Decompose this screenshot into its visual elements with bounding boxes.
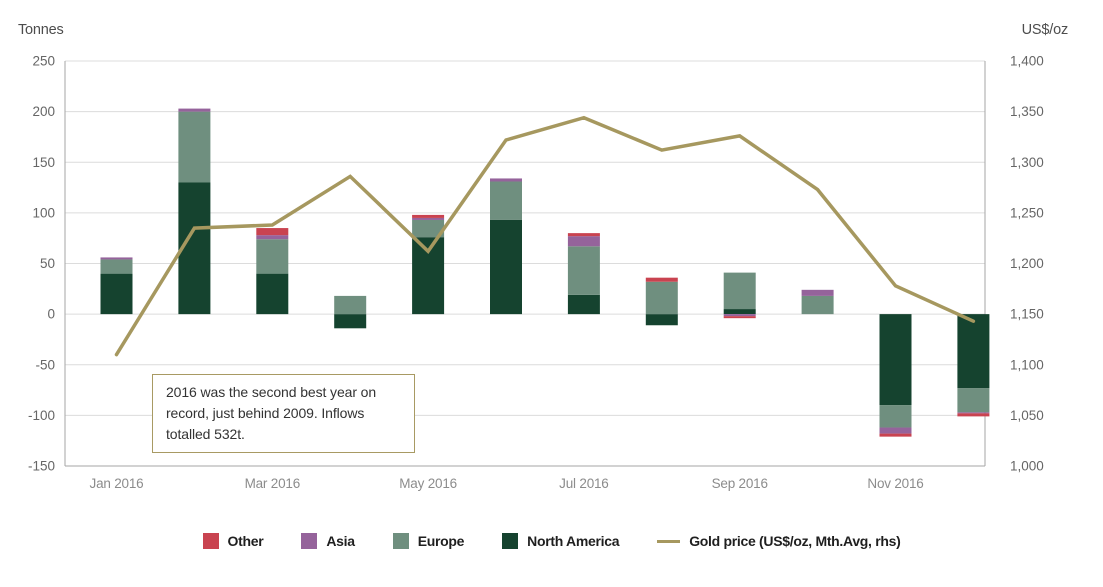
right-axis-title: US$/oz [1021,22,1069,38]
gold-price-line-swatch [657,539,681,543]
bar-segment-other [412,214,445,218]
right-tick-label: 1,250 [1010,205,1044,220]
bar-segment-other [645,277,678,282]
bar-segment-other [256,228,289,236]
legend-label: Asia [326,533,355,549]
legend-label: Other [227,533,264,549]
bar-segment-asia [412,217,445,220]
right-tick-label: 1,000 [1010,459,1044,474]
left-tick-label: 0 [47,307,55,322]
bar-segment-asia [178,108,211,112]
bar-segment-asia [879,427,912,434]
bar-segment-europe [490,181,522,220]
bar-segment-north-america [645,314,678,326]
annotation-box: 2016 was the second best year on record,… [152,374,415,453]
bar-segment-north-america [490,219,522,315]
right-tick-label: 1,150 [1010,307,1044,322]
right-tick-label: 1,200 [1010,256,1044,271]
gold-price-line [114,115,976,357]
legend-item-north-america: North America [502,533,620,549]
x-axis-label: May 2016 [399,476,457,491]
left-tick-label: 200 [32,104,55,119]
chart-plot: 250 200 150 100 50 0 -50 -100 -150 1,400 1,350 1,30… [28,54,1044,492]
bar-segment-europe [256,239,289,274]
legend-item-asia: Asia [301,533,355,549]
x-axis-label: Mar 2016 [245,476,300,491]
right-tick-label: 1,300 [1010,155,1044,170]
left-tick-label: -150 [28,459,55,474]
bar-segment-north-america [100,273,133,315]
asia-swatch [301,533,318,549]
bar-segment-asia [957,412,990,414]
right-tick-label: 1,350 [1010,104,1044,119]
left-tick-label: 250 [32,54,55,69]
bar-segment-europe [801,295,834,315]
bar-segment-europe [879,405,912,428]
europe-swatch [392,533,409,549]
bar-segment-north-america [334,314,367,329]
bar-segment-other [879,433,912,437]
annotation-text: 2016 was the second best year on record,… [166,384,377,442]
other-swatch [202,533,219,549]
bar-segment-other [567,233,600,237]
north-america-swatch [502,533,519,549]
bar-segment-asia [567,236,600,247]
bar-segment-north-america [567,294,600,315]
bar-segment-europe [334,295,367,315]
bar-segment-asia [490,178,522,182]
right-tick-label: 1,400 [1010,54,1044,69]
legend-label: Europe [417,533,465,549]
bar-segment-north-america [957,314,990,389]
right-tick-label: 1,050 [1010,408,1044,423]
bar-segment-europe [723,272,756,310]
left-tick-label: -50 [35,357,55,372]
bar-segment-europe [567,246,600,295]
bar-segment-other [957,413,990,417]
bar-segment-europe [645,281,678,315]
bar-segment-asia [801,289,834,296]
left-tick-label: -100 [28,408,55,423]
legend-item-europe: Europe [392,533,465,549]
bar-segment-asia [723,314,756,317]
bar-segment-north-america [879,314,912,406]
x-axis-label: Nov 2016 [867,476,923,491]
left-tick-label: 150 [32,155,55,170]
legend-label: Gold price (US$/oz, Mth.Avg, rhs) [689,533,901,549]
left-tick-label: 50 [40,256,55,271]
legend-item-gold-price-us-oz-mth-avg-rhs: Gold price (US$/oz, Mth.Avg, rhs) [657,533,901,549]
bar-segment-other [723,316,756,319]
bar-segment-europe [178,111,211,183]
legend: Other Asia Europe North America Gold price (… [0,533,1103,549]
legend-item-other: Other [202,533,264,549]
bar-segment-europe [100,259,133,274]
bar-segment-north-america [723,309,756,315]
x-axis-label: Sep 2016 [712,476,768,491]
left-axis-title: Tonnes [18,22,64,38]
bar-segment-asia [100,257,133,260]
x-axis-label: Jan 2016 [90,476,144,491]
bar-segment-north-america [256,273,289,315]
bar-segment-europe [412,219,445,238]
x-axis-label: Jul 2016 [559,476,608,491]
left-tick-label: 100 [32,205,55,220]
bar-segment-asia [256,235,289,240]
bar-segment-europe [957,388,990,413]
legend-label: North America [527,533,620,549]
right-tick-label: 1,100 [1010,357,1044,372]
